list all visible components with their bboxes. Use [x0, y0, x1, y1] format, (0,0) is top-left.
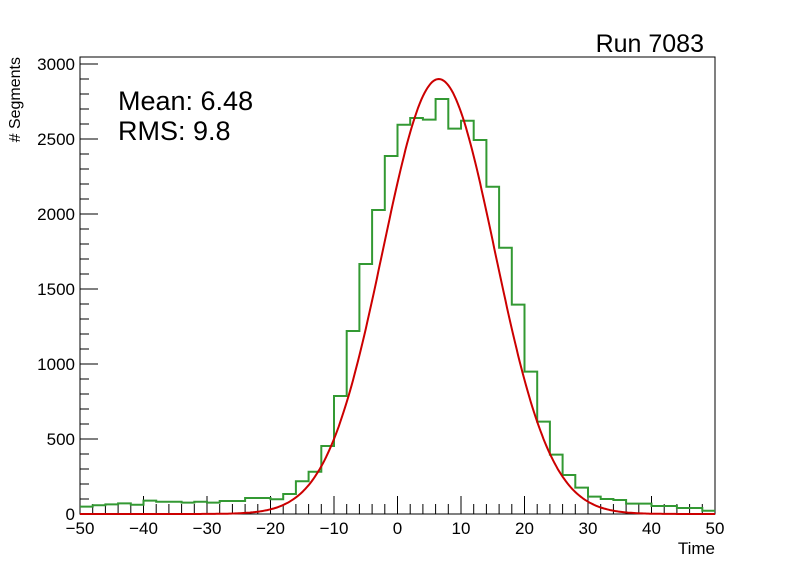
- x-tick-label: −30: [193, 519, 222, 538]
- y-tick-label: 0: [66, 505, 75, 524]
- y-tick-label: 500: [47, 430, 75, 449]
- chart-title: Run 7083: [596, 30, 704, 58]
- y-tick-label: 2000: [37, 205, 75, 224]
- histogram-series: [80, 97, 715, 512]
- x-tick-label: 20: [515, 519, 534, 538]
- x-tick-labels: −50 −40 −30 −20 −10 0 10 20 30 40 50: [66, 519, 725, 538]
- x-tick-label: 50: [706, 519, 725, 538]
- x-tick-label: 0: [393, 519, 402, 538]
- x-tick-label: −50: [66, 519, 95, 538]
- x-tick-label: 30: [579, 519, 598, 538]
- gaussian-fit-curve: [80, 77, 715, 515]
- y-tick-label: 3000: [37, 55, 75, 74]
- stats-rms: RMS: 9.8: [118, 116, 231, 146]
- y-tick-label: 1000: [37, 355, 75, 374]
- stats-mean: Mean: 6.48: [118, 86, 253, 116]
- x-axis-label: Time: [678, 539, 715, 558]
- x-tick-label: 10: [452, 519, 471, 538]
- y-tick-label: 2500: [37, 130, 75, 149]
- y-tick-label: 1500: [37, 280, 75, 299]
- y-axis-label: # Segments: [7, 57, 24, 142]
- x-tick-label: −10: [320, 519, 349, 538]
- x-tick-label: −20: [256, 519, 285, 538]
- x-tick-label: 40: [642, 519, 661, 538]
- x-tick-label: −40: [129, 519, 158, 538]
- y-tick-labels: 0 500 1000 1500 2000 2500 3000: [37, 55, 75, 524]
